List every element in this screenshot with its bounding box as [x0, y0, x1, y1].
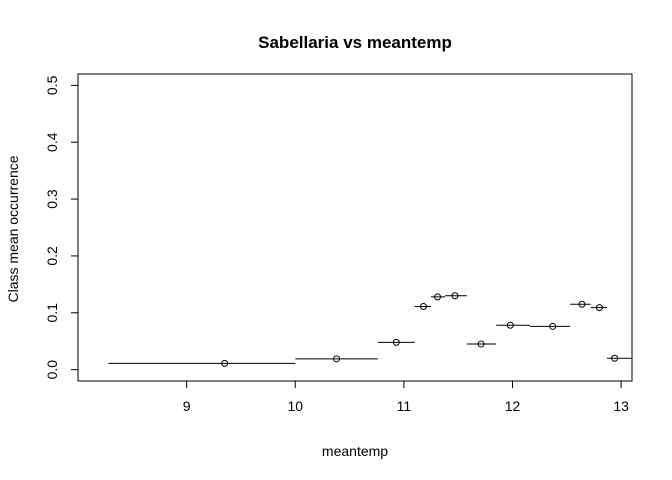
data-point: [506, 321, 514, 329]
y-tick-label: 0.3: [44, 189, 60, 209]
x-tick-label: 11: [397, 398, 412, 414]
y-tick-label: 0.0: [44, 360, 60, 380]
y-axis: 0.0 0.1 0.2 0.3 0.4 0.5: [44, 75, 79, 380]
data-point: [392, 338, 400, 346]
x-axis: 9 10 11 12 13: [183, 380, 629, 414]
data-point: [333, 355, 341, 363]
data-point: [419, 303, 427, 311]
data-point: [434, 293, 442, 301]
data-point: [595, 304, 603, 312]
data-point: [477, 340, 485, 348]
x-tick-label: 10: [287, 398, 303, 414]
data-point: [578, 300, 586, 308]
x-tick-label: 12: [505, 398, 521, 414]
y-tick-label: 0.4: [44, 132, 60, 152]
chart-title: Sabellaria vs meantemp: [258, 33, 452, 52]
data-points: [221, 292, 619, 367]
x-axis-label: meantemp: [322, 443, 388, 459]
data-point: [451, 292, 459, 300]
y-tick-label: 0.1: [44, 303, 60, 323]
data-point: [221, 359, 229, 367]
data-point: [549, 322, 557, 330]
y-tick-label: 0.5: [44, 75, 60, 95]
y-tick-label: 0.2: [44, 246, 60, 266]
data-point: [611, 354, 619, 362]
x-tick-label: 13: [613, 398, 629, 414]
x-tick-label: 9: [183, 398, 191, 414]
plot-frame: [77, 73, 633, 382]
y-axis-label: Class mean occurrence: [5, 155, 21, 302]
